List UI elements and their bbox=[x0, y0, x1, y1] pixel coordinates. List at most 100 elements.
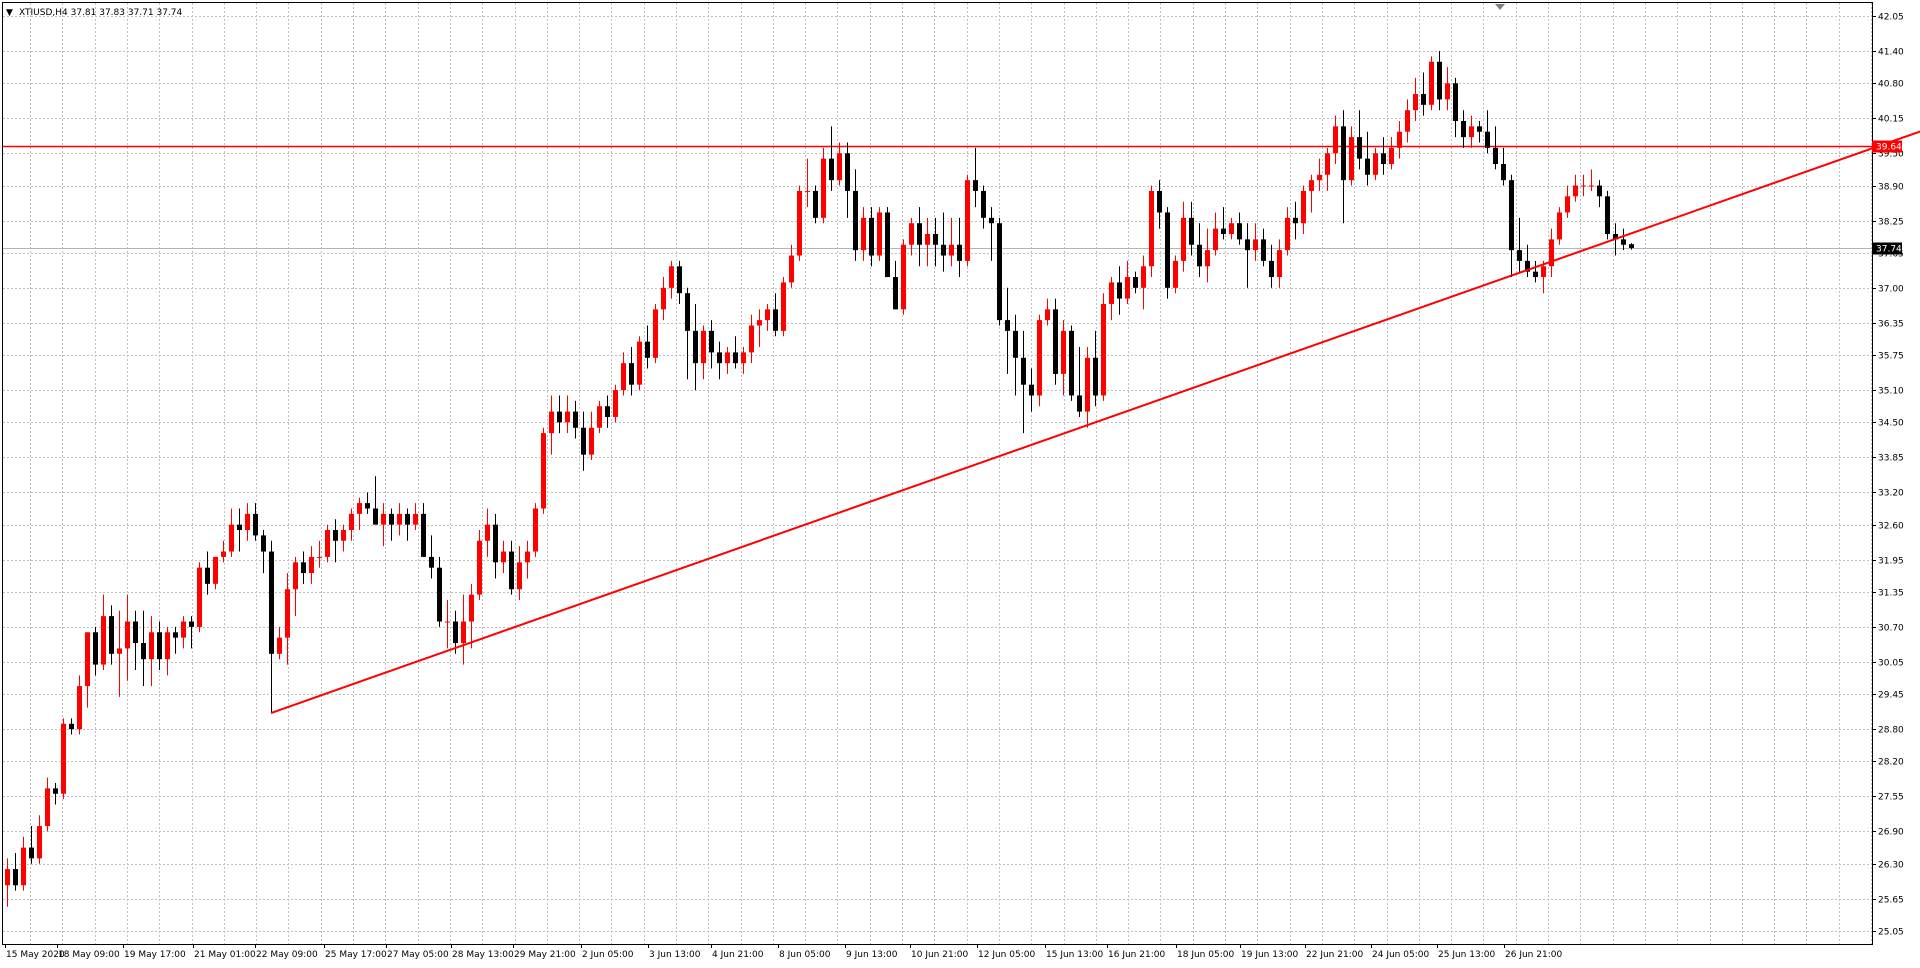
candle bbox=[1173, 255, 1178, 294]
x-tick-label: 21 May 01:00 bbox=[194, 950, 256, 960]
x-tick-label: 16 Jun 21:00 bbox=[1108, 950, 1165, 960]
x-tick-label: 9 Jun 13:00 bbox=[846, 950, 898, 960]
candle bbox=[1557, 207, 1562, 245]
bull-candle-body bbox=[805, 190, 810, 192]
bear-candle-body bbox=[109, 616, 114, 654]
bull-candle-body bbox=[1045, 309, 1050, 321]
bull-candle-body bbox=[1173, 260, 1178, 288]
bear-candle-body bbox=[1069, 330, 1074, 396]
bear-candle-body bbox=[677, 266, 682, 294]
bull-candle-body bbox=[949, 244, 954, 256]
candle bbox=[173, 626, 178, 654]
scroll-shift-marker-icon[interactable] bbox=[1495, 4, 1505, 10]
candle bbox=[885, 207, 890, 278]
candle bbox=[1141, 255, 1146, 310]
bull-candle-body bbox=[637, 341, 642, 385]
y-tick-label: 28.80 bbox=[1878, 726, 1904, 736]
bull-candle-body bbox=[901, 244, 906, 310]
bull-candle-body bbox=[445, 621, 450, 623]
candle bbox=[149, 616, 154, 687]
bear-candle-body bbox=[93, 632, 98, 665]
candle bbox=[1549, 228, 1554, 278]
bull-candle-body bbox=[325, 530, 330, 557]
candle bbox=[845, 142, 850, 218]
candle bbox=[1013, 314, 1018, 396]
header-arrow[interactable]: ▼ bbox=[6, 8, 13, 18]
bull-candle-body bbox=[317, 556, 322, 558]
candle bbox=[653, 303, 658, 364]
bear-candle-body bbox=[1605, 196, 1610, 234]
bear-candle-body bbox=[1533, 271, 1538, 278]
candle bbox=[1581, 174, 1586, 197]
bull-candle-body bbox=[669, 266, 674, 288]
candle bbox=[413, 503, 418, 531]
candle bbox=[13, 852, 18, 891]
candle bbox=[1541, 260, 1546, 294]
bull-candle-body bbox=[533, 508, 538, 552]
candle bbox=[1397, 120, 1402, 159]
bear-candle-body bbox=[605, 406, 610, 417]
x-tick-label: 26 Jun 21:00 bbox=[1505, 950, 1562, 960]
y-tick-label: 39.50 bbox=[1878, 150, 1904, 160]
plot-frame bbox=[2, 2, 1873, 945]
candle bbox=[109, 605, 114, 665]
bull-candle-body bbox=[1301, 190, 1306, 224]
bear-candle-body bbox=[301, 562, 306, 574]
bear-candle-body bbox=[333, 530, 338, 541]
candle bbox=[525, 540, 530, 579]
candle bbox=[1573, 174, 1578, 202]
y-tick-label: 25.05 bbox=[1878, 928, 1904, 938]
bear-candle-body bbox=[893, 277, 898, 310]
horizontal-level-line[interactable] bbox=[3, 145, 1872, 249]
bull-candle-body bbox=[1373, 153, 1378, 175]
bull-candle-body bbox=[277, 637, 282, 654]
candle bbox=[45, 777, 50, 832]
candle bbox=[301, 551, 306, 584]
candle bbox=[349, 508, 354, 541]
bear-candle-body bbox=[1493, 147, 1498, 165]
candle bbox=[1261, 228, 1266, 267]
trendline-layer[interactable] bbox=[270, 99, 1920, 714]
bear-candle-body bbox=[157, 632, 162, 660]
bull-candle-body bbox=[21, 847, 26, 886]
bear-candle-body bbox=[1197, 244, 1202, 267]
bear-candle-body bbox=[1005, 320, 1010, 331]
candle bbox=[821, 147, 826, 224]
bear-candle-body bbox=[1029, 384, 1034, 396]
candle bbox=[997, 217, 1002, 326]
x-tick-label: 22 Jun 21:00 bbox=[1306, 950, 1363, 960]
bull-candle-body bbox=[213, 556, 218, 584]
support-trendline[interactable] bbox=[270, 99, 1920, 714]
bull-candle-body bbox=[749, 325, 754, 353]
bear-candle-body bbox=[141, 643, 146, 660]
candle bbox=[685, 287, 690, 380]
bear-candle-body bbox=[1461, 120, 1466, 138]
bear-candle-body bbox=[1245, 239, 1250, 251]
bull-candle-body bbox=[1413, 94, 1418, 111]
candle bbox=[1077, 347, 1082, 417]
bear-candle-body bbox=[405, 513, 410, 525]
bear-candle-body bbox=[365, 503, 370, 509]
candle bbox=[1125, 260, 1130, 304]
candle bbox=[1365, 131, 1370, 186]
candle bbox=[813, 185, 818, 224]
x-tick-label: 24 Jun 05:00 bbox=[1372, 950, 1429, 960]
bear-candle-body bbox=[189, 621, 194, 627]
candle bbox=[677, 260, 682, 304]
candle bbox=[781, 277, 786, 337]
bear-candle-body bbox=[933, 233, 938, 245]
candle bbox=[405, 508, 410, 541]
bull-candle-body bbox=[485, 524, 490, 541]
bear-candle-body bbox=[693, 330, 698, 364]
candle bbox=[1469, 115, 1474, 148]
bear-candle-body bbox=[1453, 83, 1458, 121]
candle bbox=[573, 400, 578, 439]
bull-candle-body bbox=[1389, 147, 1394, 165]
candle bbox=[669, 260, 674, 299]
candle bbox=[1213, 212, 1218, 256]
bear-candle-body bbox=[957, 244, 962, 261]
bull-candle-body bbox=[1325, 153, 1330, 175]
candle bbox=[1053, 298, 1058, 385]
x-tick-label: 19 May 17:00 bbox=[124, 950, 186, 960]
